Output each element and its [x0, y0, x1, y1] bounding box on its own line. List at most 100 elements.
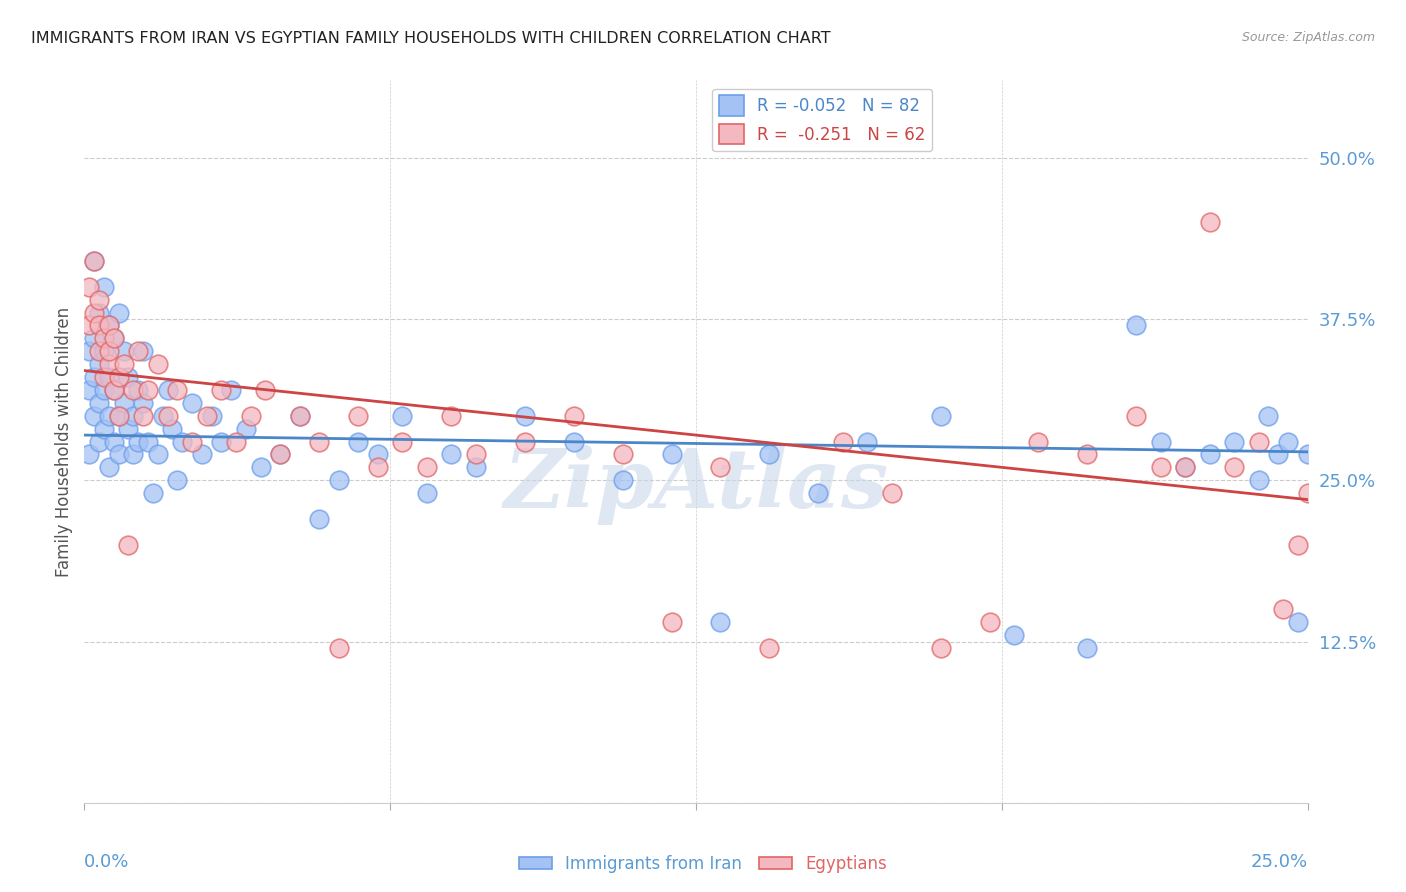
Legend: Immigrants from Iran, Egyptians: Immigrants from Iran, Egyptians [512, 848, 894, 880]
Point [1277, 434, 1299, 449]
Point [347, 434, 370, 449]
Point [103, 383, 125, 397]
Point [1223, 460, 1246, 475]
Point [83, 305, 105, 319]
Point [166, 383, 188, 397]
Point [1076, 447, 1098, 461]
Point [112, 344, 135, 359]
Point [1198, 447, 1220, 461]
Point [1076, 640, 1098, 655]
Point [1223, 434, 1246, 449]
Point [112, 396, 135, 410]
Point [97, 370, 120, 384]
Point [117, 422, 139, 436]
Point [367, 460, 389, 475]
Point [1028, 434, 1050, 449]
Point [103, 331, 125, 345]
Point [181, 396, 204, 410]
Point [87, 344, 110, 359]
Point [83, 254, 105, 268]
Point [195, 409, 218, 423]
Point [464, 447, 486, 461]
Point [83, 409, 105, 423]
Point [132, 344, 155, 359]
Point [391, 434, 413, 449]
Point [200, 409, 222, 423]
Point [209, 434, 232, 449]
Point [269, 447, 291, 461]
Point [97, 344, 120, 359]
Point [93, 331, 115, 345]
Text: 25.0%: 25.0% [1250, 854, 1308, 871]
Point [103, 331, 125, 345]
Point [612, 473, 634, 487]
Point [107, 447, 129, 461]
Point [269, 447, 291, 461]
Point [979, 615, 1001, 630]
Point [308, 434, 330, 449]
Point [807, 486, 830, 500]
Point [831, 434, 853, 449]
Point [93, 422, 115, 436]
Y-axis label: Family Households with Children: Family Households with Children [55, 307, 73, 576]
Text: Source: ZipAtlas.com: Source: ZipAtlas.com [1241, 31, 1375, 45]
Point [219, 383, 242, 397]
Point [709, 460, 731, 475]
Point [156, 409, 179, 423]
Point [127, 344, 149, 359]
Point [127, 434, 149, 449]
Point [367, 447, 389, 461]
Point [97, 460, 120, 475]
Point [1286, 615, 1309, 630]
Point [328, 640, 350, 655]
Point [112, 357, 135, 371]
Point [416, 460, 439, 475]
Point [122, 383, 145, 397]
Point [146, 357, 169, 371]
Text: ZipAtlas: ZipAtlas [503, 445, 889, 524]
Point [97, 318, 120, 333]
Point [136, 434, 159, 449]
Point [87, 396, 110, 410]
Point [93, 383, 115, 397]
Point [122, 409, 145, 423]
Point [142, 486, 165, 500]
Point [162, 422, 184, 436]
Point [132, 409, 155, 423]
Point [288, 409, 311, 423]
Point [97, 409, 120, 423]
Point [1150, 460, 1173, 475]
Legend: R = -0.052   N = 82, R =  -0.251   N = 62: R = -0.052 N = 82, R = -0.251 N = 62 [713, 88, 932, 151]
Point [661, 615, 683, 630]
Text: IMMIGRANTS FROM IRAN VS EGYPTIAN FAMILY HOUSEHOLDS WITH CHILDREN CORRELATION CHA: IMMIGRANTS FROM IRAN VS EGYPTIAN FAMILY … [31, 31, 831, 46]
Point [225, 434, 247, 449]
Point [77, 383, 100, 397]
Point [249, 460, 271, 475]
Point [1125, 318, 1147, 333]
Point [87, 318, 110, 333]
Point [132, 396, 155, 410]
Point [103, 434, 125, 449]
Point [709, 615, 731, 630]
Point [93, 370, 115, 384]
Point [93, 344, 115, 359]
Point [391, 409, 413, 423]
Point [1125, 409, 1147, 423]
Point [87, 357, 110, 371]
Point [288, 409, 311, 423]
Point [107, 305, 129, 319]
Point [77, 318, 100, 333]
Point [612, 447, 634, 461]
Point [758, 447, 780, 461]
Point [1174, 460, 1197, 475]
Point [152, 409, 174, 423]
Point [107, 370, 129, 384]
Point [122, 447, 145, 461]
Point [83, 370, 105, 384]
Point [440, 447, 463, 461]
Point [1247, 434, 1270, 449]
Point [1272, 602, 1295, 616]
Point [107, 409, 129, 423]
Point [127, 383, 149, 397]
Point [1002, 628, 1025, 642]
